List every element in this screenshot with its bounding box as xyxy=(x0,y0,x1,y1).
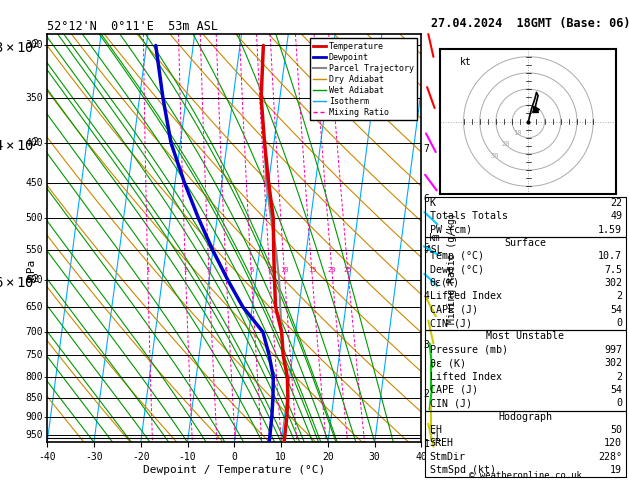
Text: Lifted Index: Lifted Index xyxy=(430,372,501,382)
Text: 54: 54 xyxy=(610,385,622,395)
Text: 20: 20 xyxy=(501,141,510,147)
Text: CIN (J): CIN (J) xyxy=(430,399,472,408)
Text: 7: 7 xyxy=(424,144,430,155)
Text: θε (K): θε (K) xyxy=(430,358,465,368)
Text: 50: 50 xyxy=(610,425,622,435)
Text: LCL: LCL xyxy=(424,433,442,443)
Text: 30: 30 xyxy=(490,153,499,158)
Text: 6: 6 xyxy=(249,267,253,273)
Text: 5: 5 xyxy=(424,243,430,253)
Text: 15: 15 xyxy=(308,267,316,273)
Text: SREH: SREH xyxy=(430,438,454,449)
Text: 2: 2 xyxy=(424,389,430,399)
Text: 25: 25 xyxy=(344,267,352,273)
Text: Hodograph: Hodograph xyxy=(498,412,552,422)
Text: K: K xyxy=(430,198,436,208)
Text: 0: 0 xyxy=(616,318,622,328)
Text: 228°: 228° xyxy=(598,452,622,462)
Text: 4: 4 xyxy=(224,267,228,273)
Text: 550: 550 xyxy=(26,245,43,256)
Text: 49: 49 xyxy=(610,211,622,221)
Text: CIN (J): CIN (J) xyxy=(430,318,472,328)
Text: Pressure (mb): Pressure (mb) xyxy=(430,345,508,355)
Text: hPa: hPa xyxy=(26,258,36,278)
Text: 900: 900 xyxy=(26,412,43,422)
Text: 2: 2 xyxy=(616,372,622,382)
Text: 52°12'N  0°11'E  53m ASL: 52°12'N 0°11'E 53m ASL xyxy=(47,20,218,33)
Text: Surface: Surface xyxy=(504,238,546,248)
Text: Temp (°C): Temp (°C) xyxy=(430,251,484,261)
Text: 700: 700 xyxy=(26,327,43,337)
Text: CAPE (J): CAPE (J) xyxy=(430,305,477,315)
Text: Most Unstable: Most Unstable xyxy=(486,331,564,342)
Text: 850: 850 xyxy=(26,393,43,402)
Text: 3: 3 xyxy=(424,340,430,350)
Text: 7.5: 7.5 xyxy=(604,265,622,275)
Text: PW (cm): PW (cm) xyxy=(430,225,472,235)
X-axis label: Dewpoint / Temperature (°C): Dewpoint / Temperature (°C) xyxy=(143,465,325,475)
Text: 350: 350 xyxy=(26,93,43,103)
Text: 300: 300 xyxy=(26,40,43,51)
Text: 120: 120 xyxy=(604,438,622,449)
Text: StmDir: StmDir xyxy=(430,452,465,462)
Text: 8: 8 xyxy=(267,267,272,273)
Text: 1: 1 xyxy=(424,439,430,449)
Text: 22: 22 xyxy=(610,198,622,208)
Text: 20: 20 xyxy=(328,267,337,273)
Text: 650: 650 xyxy=(26,302,43,312)
Text: 10: 10 xyxy=(280,267,289,273)
Text: 1: 1 xyxy=(146,267,150,273)
Text: Dewp (°C): Dewp (°C) xyxy=(430,265,484,275)
Text: 302: 302 xyxy=(604,278,622,288)
Text: 10.7: 10.7 xyxy=(598,251,622,261)
Text: 600: 600 xyxy=(26,275,43,285)
Text: Totals Totals: Totals Totals xyxy=(430,211,508,221)
Text: 27.04.2024  18GMT (Base: 06): 27.04.2024 18GMT (Base: 06) xyxy=(431,17,629,30)
Text: 500: 500 xyxy=(26,213,43,223)
Text: 302: 302 xyxy=(604,358,622,368)
Text: StmSpd (kt): StmSpd (kt) xyxy=(430,465,496,475)
Text: 1.59: 1.59 xyxy=(598,225,622,235)
Text: 19: 19 xyxy=(610,465,622,475)
Text: 400: 400 xyxy=(26,138,43,148)
Text: 2: 2 xyxy=(184,267,187,273)
Text: 800: 800 xyxy=(26,372,43,382)
Text: CAPE (J): CAPE (J) xyxy=(430,385,477,395)
Legend: Temperature, Dewpoint, Parcel Trajectory, Dry Adiabat, Wet Adiabat, Isotherm, Mi: Temperature, Dewpoint, Parcel Trajectory… xyxy=(309,38,417,121)
Text: km
ASL: km ASL xyxy=(426,233,443,255)
Text: Lifted Index: Lifted Index xyxy=(430,292,501,301)
Text: 750: 750 xyxy=(26,350,43,360)
Text: 0: 0 xyxy=(616,399,622,408)
Text: 4: 4 xyxy=(424,291,430,301)
Text: kt: kt xyxy=(460,57,472,67)
Text: 3: 3 xyxy=(207,267,211,273)
Text: 997: 997 xyxy=(604,345,622,355)
Text: 6: 6 xyxy=(424,194,430,204)
Text: 450: 450 xyxy=(26,177,43,188)
Text: 950: 950 xyxy=(26,430,43,440)
Text: EH: EH xyxy=(430,425,442,435)
Text: Mixing Ratio (g/kg): Mixing Ratio (g/kg) xyxy=(447,212,457,324)
Text: 10: 10 xyxy=(513,130,521,136)
Text: 54: 54 xyxy=(610,305,622,315)
Text: θε(K): θε(K) xyxy=(430,278,460,288)
Text: 2: 2 xyxy=(616,292,622,301)
Text: © weatheronline.co.uk: © weatheronline.co.uk xyxy=(469,471,582,480)
